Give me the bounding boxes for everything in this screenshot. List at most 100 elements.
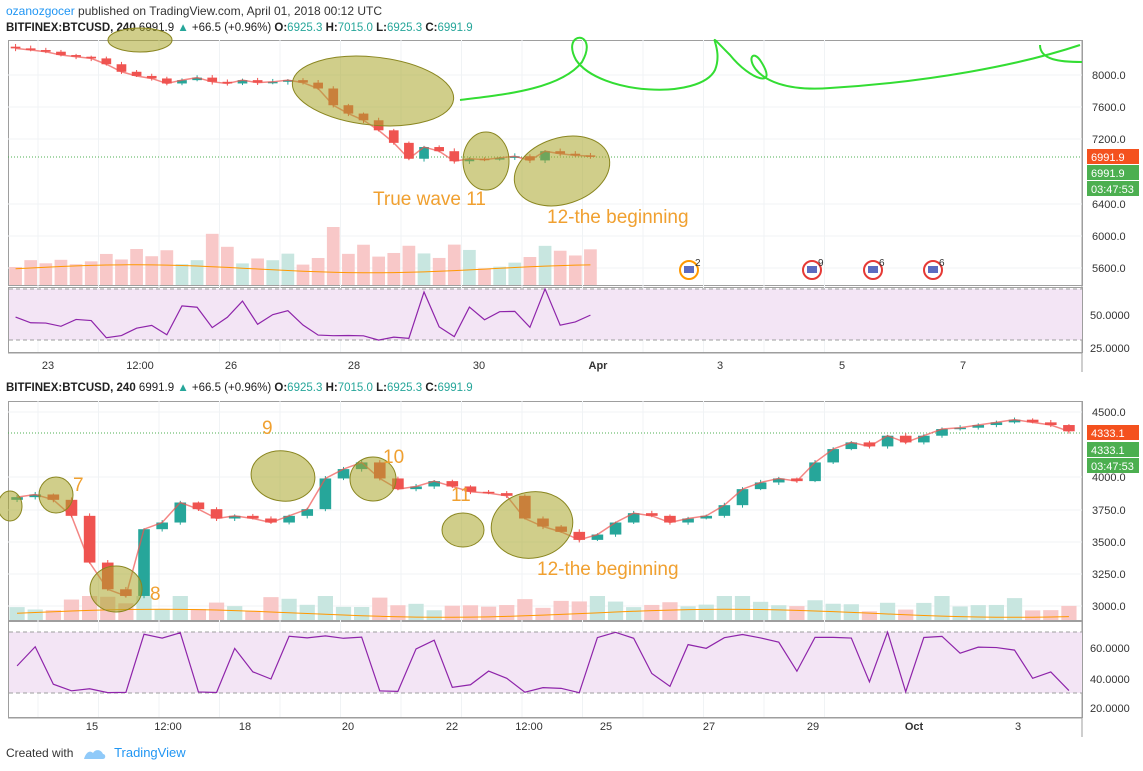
candle-body (86, 56, 97, 59)
rsi-band (9, 632, 1082, 693)
candle-body (388, 130, 399, 143)
volume-bar (508, 262, 522, 285)
candle-body (162, 78, 172, 84)
candle-body (464, 486, 477, 492)
economic-event-icon[interactable]: 9 (802, 258, 824, 280)
volume-bar (245, 610, 261, 620)
candle-body (192, 77, 202, 81)
bottom-annotations[interactable]: 7 8 9 10 11 12-the beginning (0, 418, 679, 613)
publish-info: published on TradingView.com, April 01, … (74, 4, 383, 18)
annotation-ellipse[interactable] (462, 131, 510, 191)
volume-bar (63, 599, 80, 620)
top-annotations[interactable]: True wave 11 12-the beginning 2 9 6 6 (107, 27, 1083, 280)
tradingview-brand-link[interactable]: TradingView (114, 745, 186, 760)
candle-body (177, 80, 187, 84)
candle-body (428, 481, 440, 487)
candle-body (265, 518, 277, 523)
annotation-label: 7 (73, 475, 84, 496)
annotation-ellipse[interactable] (38, 476, 74, 514)
low-label: L: (376, 382, 387, 394)
volume-bar (988, 604, 1005, 620)
candle-body (210, 509, 223, 519)
volume-bar (426, 610, 442, 620)
volume-bar (1061, 605, 1077, 620)
symbol-legend-bottom: BITFINEX:BTCUSD, 240 6991.9 ▲ +66.5 (+0.… (6, 382, 473, 394)
volume-bar (447, 244, 461, 285)
candle-body (627, 513, 640, 523)
annotation-ellipse[interactable] (505, 124, 619, 217)
candle-body (138, 529, 150, 596)
candle-body (404, 142, 414, 159)
volume-ma-line (17, 608, 1069, 618)
flag-icon (928, 266, 938, 273)
top-chart-panel[interactable]: 8000.0 7600.0 7200.0 6400.0 6000.0 5600.0 6991… (8, 40, 1139, 372)
time-tick-label: 3 (1015, 721, 1021, 733)
volume-bar (296, 264, 310, 285)
annotation-ellipse[interactable] (289, 49, 457, 134)
annotation-ellipse[interactable] (107, 27, 173, 53)
annotation-label: 12-the beginning (537, 559, 679, 580)
candle-body (434, 147, 444, 152)
time-tick-label: 12:00 (515, 721, 543, 733)
time-tick-label: 27 (703, 721, 715, 733)
volume-bar (538, 245, 552, 285)
footer: Created with TradingView (6, 745, 186, 761)
volume-bar (136, 596, 152, 620)
candle-body (700, 515, 713, 519)
economic-event-icon[interactable]: 2 (679, 258, 701, 280)
volume-bar (644, 604, 660, 620)
time-tick-label: 22 (446, 721, 458, 733)
annotation-label: True wave 11 (373, 189, 486, 210)
annotation-ellipse[interactable] (248, 447, 318, 505)
price-tick-label: 8000.0 (1092, 70, 1126, 82)
volume-bar (145, 256, 159, 285)
candle-body (174, 502, 187, 523)
freehand-path[interactable] (459, 36, 1083, 101)
volume-bar (160, 250, 174, 285)
volume-bar (354, 607, 370, 620)
bottom-chart-panel[interactable]: 4500.0 4000.0 3750.0 3500.0 3250.0 3000.0 4333… (8, 401, 1139, 737)
price-tick-label: 4000.0 (1092, 472, 1126, 484)
annotation-ellipse[interactable] (349, 456, 397, 502)
volume-bar (463, 249, 476, 285)
candle-body (319, 478, 332, 510)
volume-bar (27, 609, 43, 620)
volume-bar (9, 607, 25, 620)
symbol-name[interactable]: BITFINEX:BTCUSD, 240 (6, 22, 136, 34)
time-tick-label: 3 (717, 360, 723, 372)
low-value: 6925.3 (386, 22, 423, 34)
open-label: O: (274, 22, 288, 34)
annotation-ellipse[interactable] (486, 485, 578, 564)
candle-body (419, 147, 429, 159)
annotation-label: 12-the beginning (547, 207, 689, 228)
volume-bar (281, 598, 297, 620)
annotation-ellipse[interactable] (0, 490, 23, 522)
volume-bar (299, 604, 315, 620)
volume-bar (462, 605, 479, 620)
volume-bar (357, 244, 370, 285)
event-count-badge: 6 (939, 258, 945, 269)
price-tick-label: 3750.0 (1092, 505, 1126, 517)
price-tag-label: 6991.9 (1091, 152, 1125, 164)
price-tick-label: 3500.0 (1092, 537, 1126, 549)
time-tick-label: 12:00 (154, 721, 182, 733)
candle-body (29, 494, 42, 498)
annotation-ellipse[interactable] (89, 565, 143, 613)
volume-bar (626, 607, 642, 620)
volume-bar (493, 266, 507, 285)
author-link[interactable]: ozanozgocer (6, 4, 75, 18)
created-with-label: Created with (6, 746, 74, 760)
volume-bar (372, 597, 388, 620)
price-tag-label: 4333.1 (1091, 428, 1125, 440)
rsi-tick-label: 60.0000 (1090, 643, 1130, 655)
candle-body (772, 478, 785, 483)
volume-bar (69, 264, 83, 285)
economic-event-icon[interactable]: 6 (923, 258, 945, 280)
volume-bar (952, 606, 968, 620)
volume-bar (281, 253, 295, 285)
symbol-name[interactable]: BITFINEX:BTCUSD, 240 (6, 382, 136, 394)
economic-event-icon[interactable]: 6 (863, 258, 885, 280)
annotation-ellipse[interactable] (441, 512, 485, 548)
candle-body (207, 77, 218, 82)
